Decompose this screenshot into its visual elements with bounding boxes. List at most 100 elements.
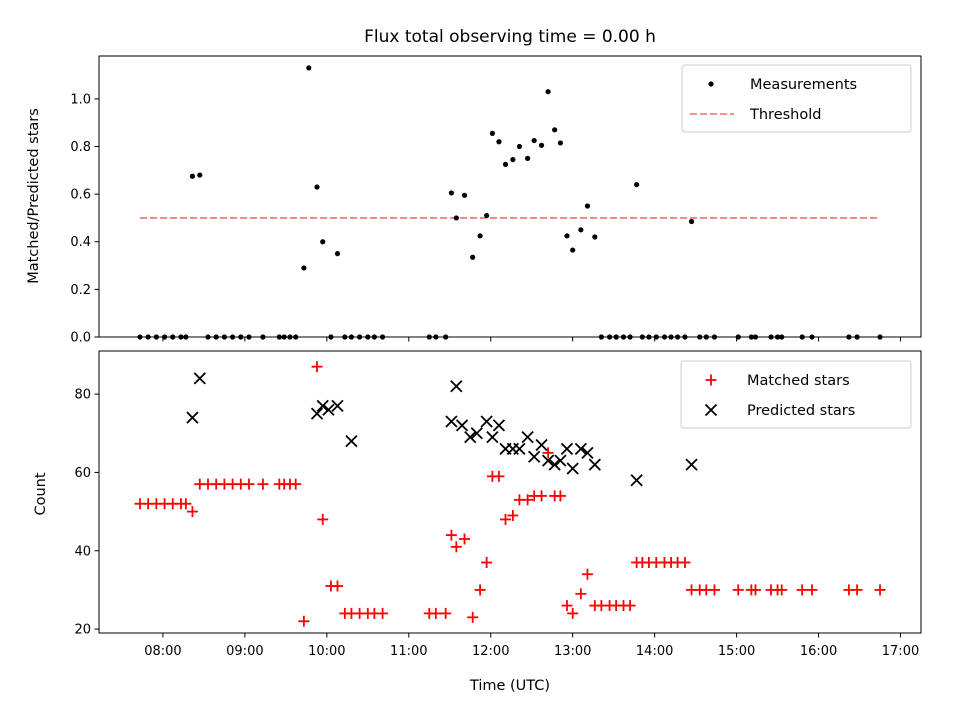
bottom-x-ticks: 08:00 09:00 10:00 11:00 12:00 13:00 14:00 15:00…	[144, 633, 919, 659]
matched-star-point	[445, 529, 457, 541]
legend-predicted-label: Predicted stars	[747, 403, 855, 419]
matched-star-point	[493, 470, 505, 482]
bottom-legend: Matched stars Predicted stars	[680, 360, 912, 429]
x-tick-label: 17:00	[882, 644, 919, 659]
matched-star-point	[554, 490, 566, 502]
predicted-star-point	[310, 407, 324, 420]
matched-star-point	[575, 588, 587, 600]
top-y-tick-label: 0.6	[70, 188, 91, 203]
predicted-star-point	[554, 454, 567, 467]
measurement-point	[538, 142, 545, 148]
x-tick-label: 08:00	[144, 644, 181, 659]
measurement-point	[484, 212, 490, 219]
matched-star-point	[377, 607, 389, 619]
predicted-star-point	[464, 431, 477, 444]
measurement-point	[552, 127, 558, 133]
matched-star-point	[499, 513, 511, 525]
bottom-panel: 20 40 60 80 08:00 09:00 10:00 11:00 12:00 13:00 1…	[33, 350, 922, 694]
matched-star-point	[450, 541, 462, 553]
legend-measurements-marker	[708, 81, 714, 87]
bottom-y-tick-label: 20	[74, 623, 91, 638]
x-tick-label: 14:00	[636, 644, 673, 659]
matched-star-point	[561, 600, 573, 612]
bottom-y-tick-label: 80	[74, 388, 91, 403]
predicted-star-point	[521, 431, 534, 444]
predicted-star-point	[541, 454, 555, 467]
matched-star-point	[507, 510, 519, 521]
top-axes-frame	[98, 55, 922, 338]
matched-star-point	[430, 607, 442, 619]
measurement-point	[448, 190, 455, 196]
predicted-star-point	[492, 419, 506, 432]
top-y-tick-label: 0.4	[70, 235, 91, 250]
legend-threshold-label: Threshold	[749, 107, 821, 123]
measurement-point	[489, 130, 495, 136]
measurement-point	[502, 161, 509, 167]
predicted-star-point	[345, 434, 358, 448]
measurement-point	[301, 265, 307, 271]
predicted-star-point	[470, 427, 483, 440]
x-tick-label: 13:00	[554, 644, 591, 659]
bottom-axes-frame	[98, 350, 922, 634]
top-y-tick-label: 0.8	[70, 140, 91, 155]
matched-star-point	[708, 584, 720, 596]
top-y-tick-label: 0.0	[70, 331, 91, 346]
top-y-tick-label: 0.2	[70, 283, 91, 298]
measurement-point	[525, 155, 531, 161]
measurement-point	[545, 89, 551, 95]
top-panel: 0.0 0.2 0.4 0.6 0.8 1.0 Flux total observing …	[26, 27, 922, 346]
x-tick-label: 09:00	[226, 644, 263, 659]
bottom-y-axis-label: Count	[33, 472, 49, 515]
matched-star-point	[806, 584, 818, 596]
predicted-star-point	[685, 458, 698, 471]
measurement-point	[477, 233, 483, 239]
matched-star-point	[243, 478, 255, 490]
x-tick-label: 16:00	[800, 644, 837, 659]
bottom-marks	[134, 361, 886, 627]
measurement-point	[453, 215, 459, 221]
top-y-tick-label: 1.0	[70, 92, 91, 107]
predicted-star-point	[513, 442, 526, 456]
matched-star-point	[679, 557, 691, 568]
bottom-y-ticks: 20 40 60 80	[74, 388, 99, 638]
measurement-point	[510, 156, 516, 163]
predicted-star-point	[588, 458, 601, 471]
measurement-point	[634, 181, 640, 188]
measurement-point	[584, 203, 591, 209]
matched-star-point	[536, 490, 548, 502]
measurement-point	[496, 139, 502, 145]
matched-star-point	[467, 611, 479, 623]
top-legend-frame	[681, 64, 912, 133]
matched-star-point	[581, 568, 593, 580]
matched-star-point	[331, 580, 343, 592]
predicted-star-point	[445, 415, 458, 428]
predicted-star-point	[535, 438, 548, 452]
measurement-point	[189, 173, 196, 179]
x-tick-label: 10:00	[308, 644, 345, 659]
measurement-point	[470, 254, 476, 260]
x-tick-label: 12:00	[472, 644, 509, 659]
matched-star-point	[542, 447, 554, 459]
x-tick-label: 15:00	[718, 644, 755, 659]
measurement-point	[320, 239, 326, 245]
matched-star-point	[474, 584, 486, 596]
bottom-y-tick-label: 40	[74, 544, 91, 559]
matched-star-point	[851, 584, 863, 596]
measurement-point	[557, 140, 564, 146]
measurement-point	[197, 172, 203, 178]
predicted-star-point	[566, 462, 579, 475]
matched-star-point	[776, 584, 788, 596]
measurement-point	[570, 247, 576, 253]
predicted-star-point	[581, 446, 594, 459]
top-legend: Measurements Threshold	[681, 64, 912, 133]
predicted-star-point	[486, 431, 499, 444]
measurement-point	[306, 65, 312, 71]
matched-star-point	[522, 494, 534, 506]
matched-star-point	[290, 478, 302, 490]
matched-star-point	[257, 478, 269, 490]
measurement-point	[461, 192, 468, 198]
predicted-star-point	[630, 474, 643, 487]
matched-star-point	[567, 607, 579, 619]
matched-star-point	[796, 584, 808, 596]
